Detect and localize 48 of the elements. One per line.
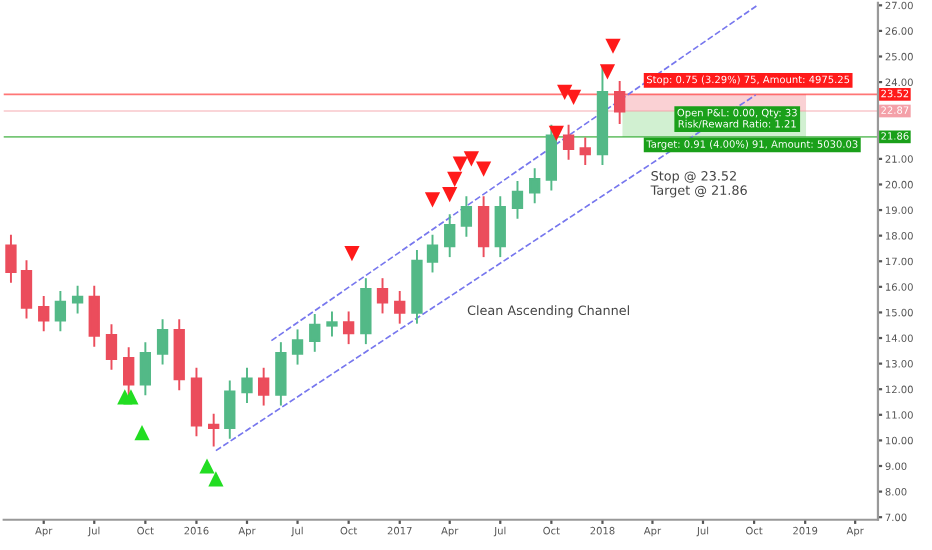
point <box>344 245 360 262</box>
point <box>463 151 479 167</box>
candlestick <box>88 285 100 347</box>
point <box>548 125 564 141</box>
candlestick <box>71 285 84 314</box>
point <box>123 389 139 405</box>
candlestick <box>494 196 506 258</box>
candlestick <box>291 329 304 365</box>
candlestick <box>309 314 321 352</box>
candlestick <box>460 196 473 237</box>
candlestick <box>20 260 33 319</box>
candlestick <box>105 324 118 370</box>
point <box>557 84 573 100</box>
point <box>447 171 463 187</box>
point <box>424 192 441 208</box>
candlestick <box>562 124 575 160</box>
candlestick <box>208 413 220 447</box>
candlestick <box>511 180 524 219</box>
point <box>476 161 492 177</box>
candlestick <box>38 296 50 332</box>
point <box>599 64 616 80</box>
candlestick <box>444 214 456 258</box>
candlestick <box>426 234 439 273</box>
candlestick <box>477 196 490 258</box>
point <box>134 425 150 441</box>
candlestick <box>579 137 591 165</box>
candlestick <box>156 319 169 365</box>
candlestick <box>54 290 67 332</box>
candlestick <box>5 234 17 283</box>
point <box>442 187 458 203</box>
candlestick <box>190 367 203 437</box>
candlestick <box>614 81 626 125</box>
candlestick <box>241 367 253 403</box>
point <box>208 471 224 487</box>
point <box>605 38 621 54</box>
candlestick <box>360 278 372 345</box>
candlestick <box>224 380 236 439</box>
candlestick <box>529 168 541 204</box>
candlestick <box>545 124 558 191</box>
candlestick <box>342 311 355 345</box>
candlestick <box>139 342 152 396</box>
point <box>199 458 215 474</box>
candlestick <box>326 311 338 337</box>
candlestick <box>394 290 406 324</box>
candlestick <box>275 342 287 406</box>
point <box>452 156 468 172</box>
candlestick <box>257 367 270 406</box>
candlestick <box>376 278 389 314</box>
